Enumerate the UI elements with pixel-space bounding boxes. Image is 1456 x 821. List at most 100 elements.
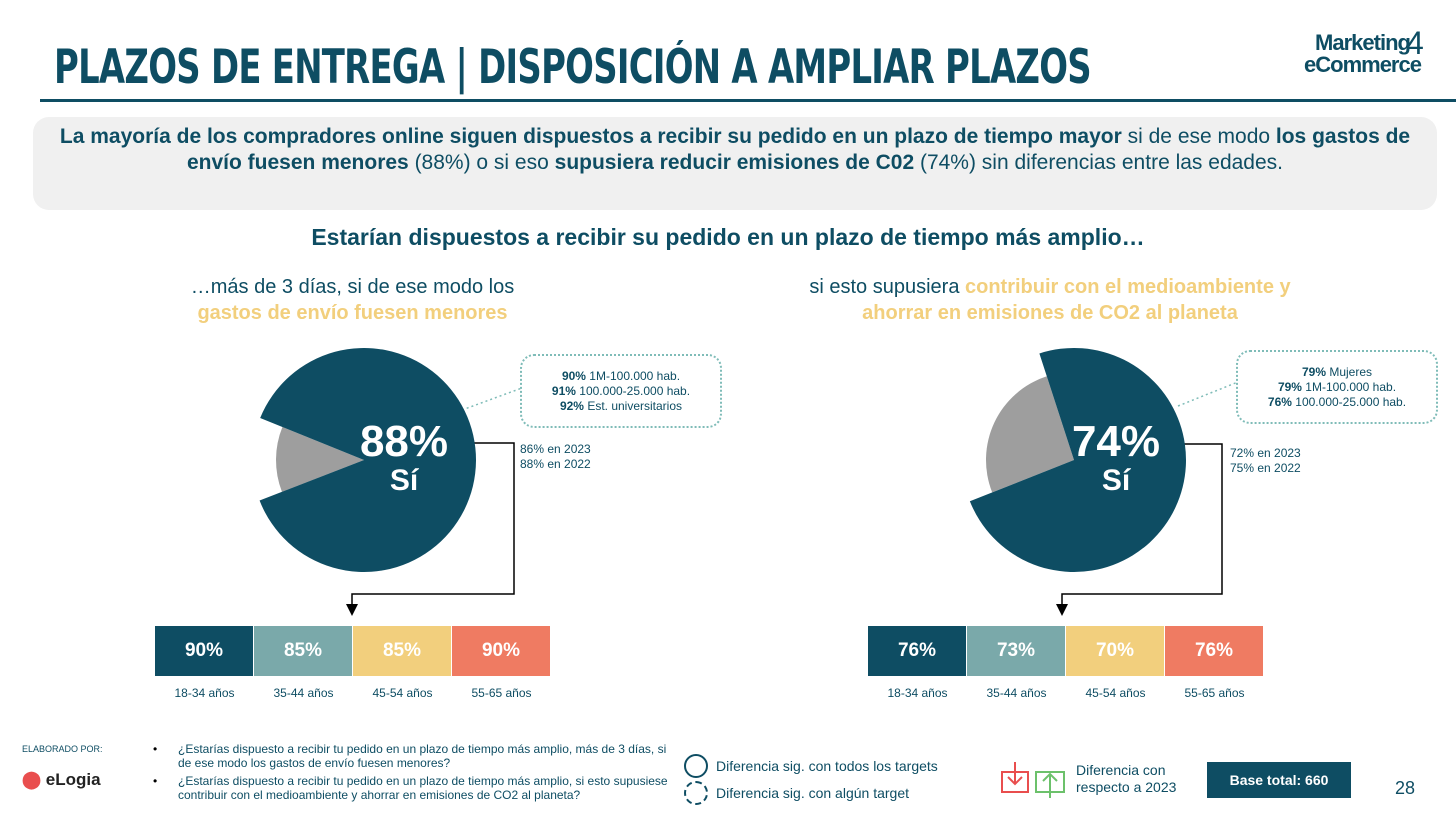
summary-part-4: (88%) o si eso: [408, 151, 555, 174]
right-callout-line: 76% 100.000-25.000 hab.: [1246, 395, 1428, 410]
left-age-label-35-44: 35-44 años: [273, 686, 334, 700]
legend-some-target-label: Diferencia sig. con algún target: [716, 785, 909, 801]
left-pie-label: 88% Sí: [340, 420, 468, 498]
left-callout-text-2: 100.000-25.000 hab.: [575, 383, 691, 398]
right-connector-arrow: [1056, 604, 1068, 616]
left-callout-line: 90% 1M-100.000 hab.: [530, 369, 712, 384]
left-pie-slice-no: [276, 427, 364, 492]
right-pie-label: 74% Sí: [1052, 420, 1180, 498]
elogia-logo-icon: ⬤: [22, 770, 42, 789]
right-question-plain: si esto supusiera: [809, 276, 965, 298]
footnote-item: ¿Estarías dispuesto a recibir tu pedido …: [150, 774, 670, 802]
marketing4ecommerce-logo: Marketing eCommerce 4: [1300, 25, 1425, 77]
title-divider: [40, 99, 1456, 102]
left-age-labels: 18-34 años 35-44 años 45-54 años 55-65 a…: [155, 686, 551, 700]
legend-all-targets-label: Diferencia sig. con todos los targets: [716, 758, 938, 774]
left-age-bars: 90% 85% 85% 90%: [155, 626, 551, 676]
left-age-bar-35-44: 85%: [254, 626, 353, 676]
base-total-badge: Base total: 660: [1207, 762, 1351, 798]
right-compare-2023: 72% en 2023: [1230, 446, 1301, 460]
right-age-bar-35-44: 73%: [967, 626, 1066, 676]
left-callout-text-1: 1M-100.000 hab.: [585, 368, 681, 383]
left-question-plain: …más de 3 días, si de ese modo los: [190, 276, 515, 298]
left-connector-arrow: [346, 604, 358, 616]
right-callout-line: 79% Mujeres: [1246, 365, 1428, 380]
summary-part-2: si de ese modo: [1121, 125, 1276, 148]
right-callout: 79% Mujeres 79% 1M-100.000 hab. 76% 100.…: [1236, 350, 1438, 424]
left-year-comparison: 86% en 2023 88% en 2022: [520, 442, 591, 472]
left-callout-value-2: 91%: [551, 383, 576, 398]
left-pie-percent: 88%: [359, 417, 449, 466]
left-age-bar-18-34: 90%: [155, 626, 254, 676]
right-pie-chart: [969, 348, 1186, 572]
left-pie-chart: [259, 348, 476, 572]
footnote-item: ¿Estarías dispuesto a recibir tu pedido …: [150, 742, 670, 770]
summary-box: La mayoría de los compradores online sig…: [33, 117, 1437, 210]
summary-part-1: La mayoría de los compradores online sig…: [59, 125, 1122, 148]
right-question-title: si esto supusiera contribuir con el medi…: [740, 274, 1360, 326]
summary-part-3: los gastos de envío fuesen menores: [186, 125, 1411, 174]
logo-mark: 4: [1406, 25, 1424, 61]
right-question-bold-1: contribuir con el medioambiente y: [965, 276, 1291, 298]
elaborado-por-label: ELABORADO POR:: [22, 744, 103, 754]
left-callout-value-3: 92%: [559, 398, 584, 413]
right-age-bars: 76% 73% 70% 76%: [868, 626, 1264, 676]
left-age-bar-45-54: 85%: [353, 626, 452, 676]
left-callout-leader: [461, 387, 523, 411]
right-pie-percent: 74%: [1071, 417, 1161, 466]
page-title: PLAZOS DE ENTREGA | DISPOSICIÓN A AMPLIA…: [54, 40, 1092, 95]
left-question-title: …más de 3 días, si de ese modo los gasto…: [140, 274, 565, 326]
legend-all-targets: Diferencia sig. con todos los targets: [684, 754, 938, 778]
left-callout-line: 91% 100.000-25.000 hab.: [530, 384, 712, 399]
left-age-label-18-34: 18-34 años: [174, 686, 235, 700]
elogia-logo-text: eLogia: [45, 770, 101, 789]
right-age-label-45-54: 45-54 años: [1085, 686, 1146, 700]
right-callout-value-2: 79%: [1277, 379, 1302, 394]
left-age-label-55-65: 55-65 años: [471, 686, 532, 700]
solid-circle-icon: [684, 754, 708, 778]
left-pie-slice-yes: [259, 348, 476, 572]
page-number: 28: [1395, 778, 1416, 798]
right-connector-line: [1061, 443, 1223, 610]
right-callout-text-2: 1M-100.000 hab.: [1301, 379, 1397, 394]
right-year-comparison: 72% en 2023 75% en 2022: [1230, 446, 1301, 476]
logo-line-1: Marketing: [1315, 30, 1411, 55]
difference-label-line-2: respecto a 2023: [1076, 779, 1177, 795]
left-age-bar-55-65: 90%: [452, 626, 551, 676]
right-callout-text-3: 100.000-25.000 hab.: [1291, 394, 1407, 409]
left-question-bold: gastos de envío fuesen menores: [197, 302, 508, 324]
right-age-label-55-65: 55-65 años: [1184, 686, 1245, 700]
left-connector-line: [351, 442, 515, 610]
section-subtitle: Estarían dispuestos a recibir su pedido …: [311, 224, 1145, 250]
left-pie-yes: Sí: [389, 464, 419, 497]
elogia-logo: ⬤ eLogia: [22, 770, 101, 790]
right-age-label-18-34: 18-34 años: [887, 686, 948, 700]
right-callout-value-1: 79%: [1301, 364, 1326, 379]
right-age-bar-45-54: 70%: [1066, 626, 1165, 676]
right-callout-leader: [1177, 381, 1239, 407]
legend-some-target: Diferencia sig. con algún target: [684, 781, 909, 805]
left-callout: 90% 1M-100.000 hab. 91% 100.000-25.000 h…: [520, 354, 722, 428]
right-callout-value-3: 76%: [1267, 394, 1292, 409]
summary-part-5: supusiera reducir emisiones de C02: [554, 151, 915, 174]
right-pie-slice-yes: [969, 348, 1186, 572]
left-callout-line: 92% Est. universitarios: [530, 399, 712, 414]
difference-icons: [1001, 762, 1065, 798]
left-callout-value-1: 90%: [561, 368, 586, 383]
download-arrow-icon: [1001, 762, 1029, 793]
right-pie-slice-no: [986, 376, 1074, 493]
right-age-labels: 18-34 años 35-44 años 45-54 años 55-65 a…: [868, 686, 1264, 700]
right-callout-line: 79% 1M-100.000 hab.: [1246, 380, 1428, 395]
right-age-label-35-44: 35-44 años: [986, 686, 1047, 700]
upload-arrow-icon: [1035, 771, 1065, 798]
right-age-bar-55-65: 76%: [1165, 626, 1264, 676]
difference-label-line-1: Diferencia con: [1076, 762, 1166, 778]
right-compare-2022: 75% en 2022: [1230, 461, 1301, 475]
left-compare-2023: 86% en 2023: [520, 442, 591, 456]
right-age-bar-18-34: 76%: [868, 626, 967, 676]
left-callout-text-3: Est. universitarios: [583, 398, 683, 413]
dashed-circle-icon: [684, 781, 708, 805]
difference-legend-label: Diferencia con respecto a 2023: [1076, 762, 1176, 796]
logo-line-2: eCommerce: [1304, 52, 1422, 77]
right-callout-text-1: Mujeres: [1326, 364, 1373, 379]
